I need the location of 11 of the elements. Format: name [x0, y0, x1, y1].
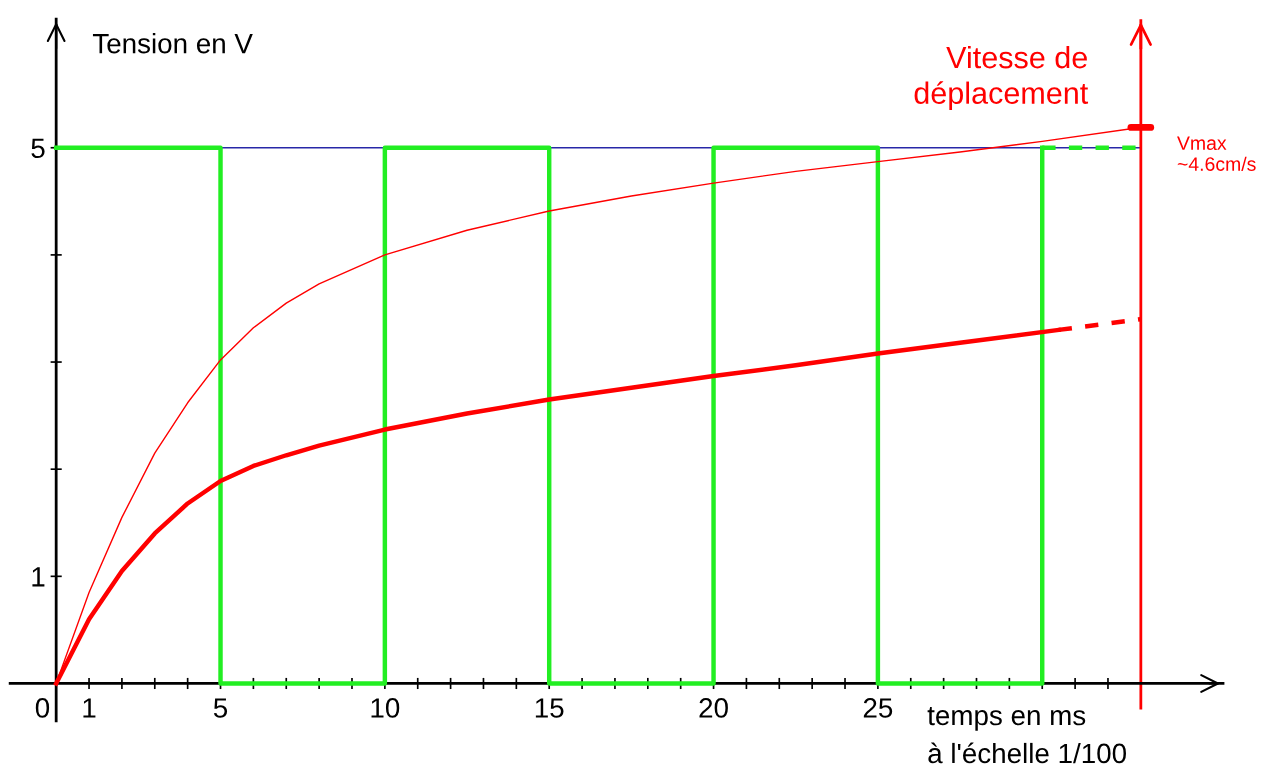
x-tick-label: 0 — [35, 698, 50, 718]
annotation: Vmax ~4.6cm/s — [1177, 136, 1256, 171]
x-tick-label: 25 — [863, 698, 893, 718]
x-axis-title: temps en ms à l'échelle 1/100 — [927, 707, 1126, 764]
x-tick-label: 5 — [213, 698, 228, 718]
y-axis-title: Tension en V — [92, 33, 253, 54]
x-tick-label: 20 — [699, 698, 728, 718]
ref-line-label: Vitesse de déplacement — [914, 45, 1089, 111]
x-tick-label: 15 — [535, 698, 564, 718]
x-tick-label: 10 — [371, 698, 400, 718]
x-tick-label: 1 — [83, 698, 96, 718]
